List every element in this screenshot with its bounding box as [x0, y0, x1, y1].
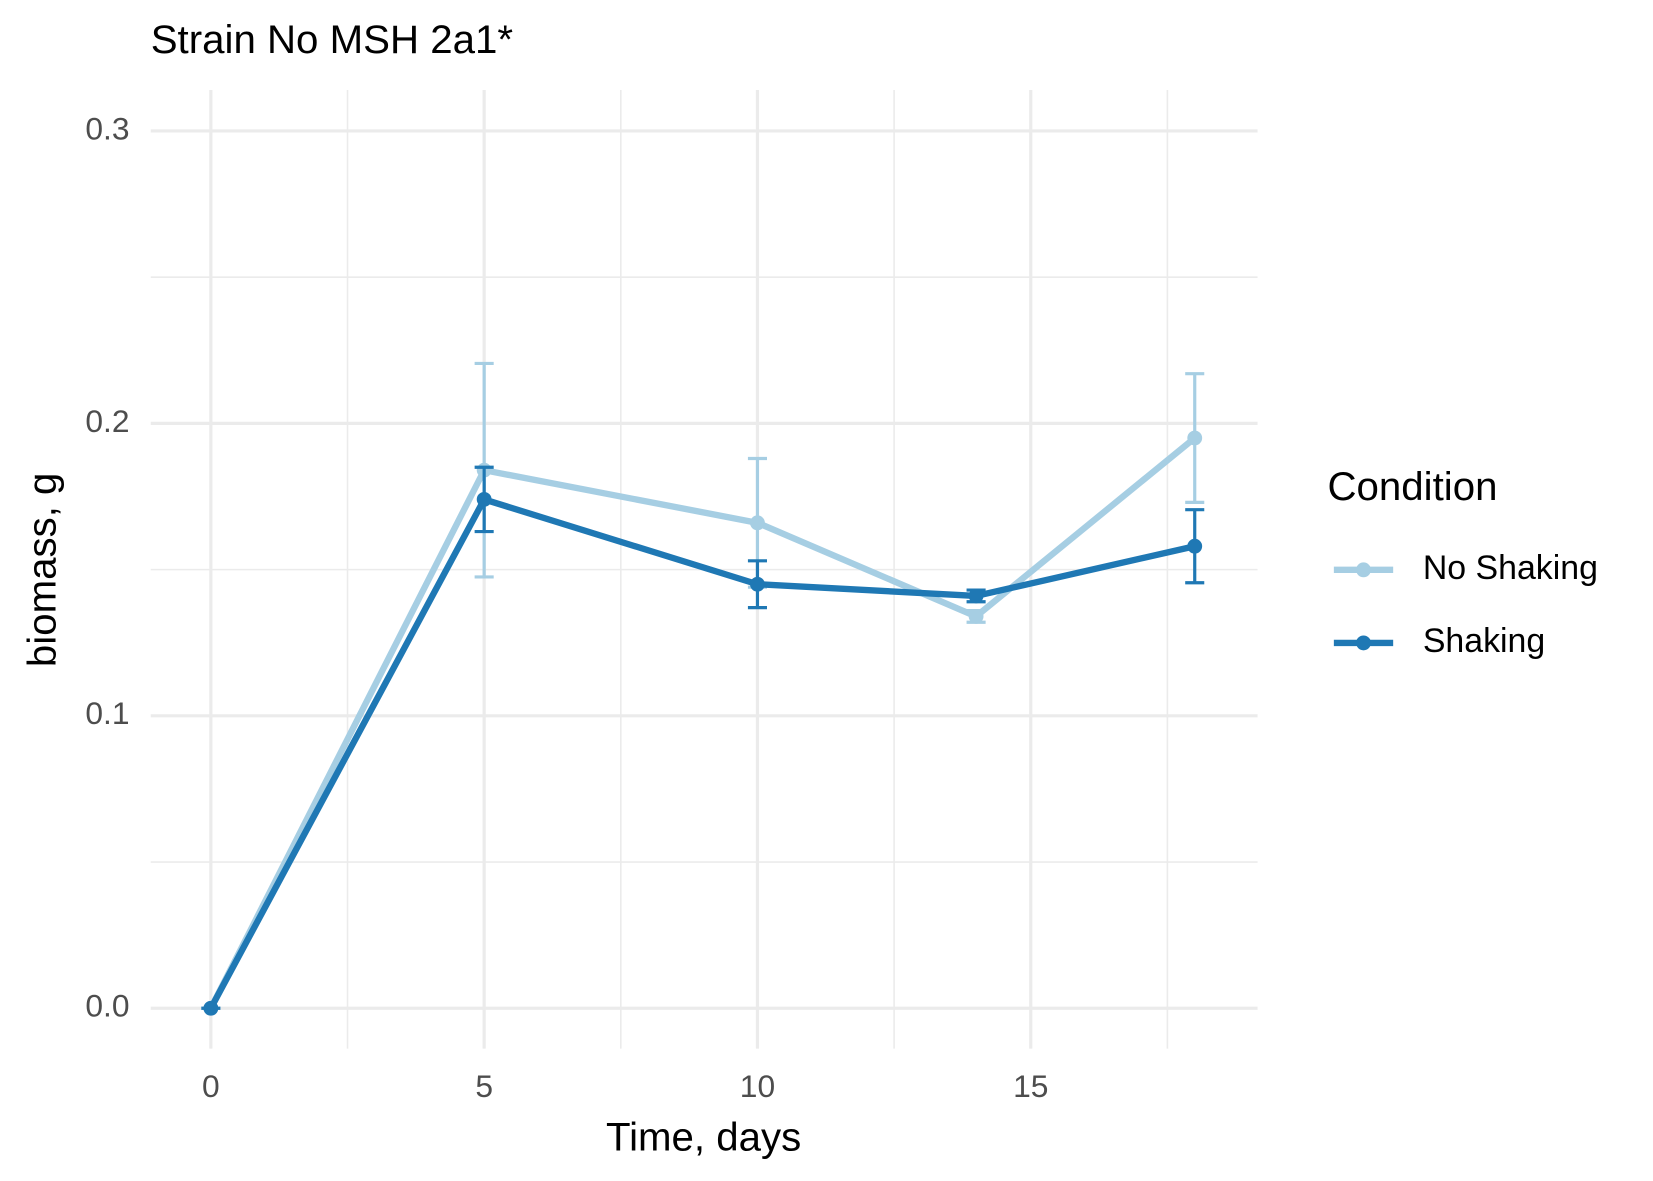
series-line	[208, 496, 1196, 1010]
point	[1187, 430, 1203, 446]
y-axis-label: biomass, g	[19, 473, 64, 668]
legend-key-point	[1356, 635, 1371, 651]
x-tick-label: 10	[740, 1068, 775, 1104]
point	[968, 608, 984, 624]
point	[1187, 538, 1203, 554]
point	[750, 515, 765, 531]
point	[476, 492, 492, 507]
point	[203, 1000, 219, 1016]
point	[750, 576, 765, 592]
chart-title: Strain No MSH 2a1*	[151, 17, 514, 62]
x-tick-label: 15	[1013, 1068, 1048, 1104]
x-tick-label: 5	[475, 1068, 493, 1104]
point	[968, 588, 984, 604]
y-tick-label: 0.1	[85, 695, 129, 731]
y-tick-label: 0.3	[85, 110, 129, 146]
y-tick-label: 0.0	[85, 988, 129, 1024]
legend-label: No Shaking	[1423, 549, 1598, 587]
series-line	[208, 435, 1197, 1010]
legend-title: Condition	[1327, 464, 1497, 509]
x-axis-label: Time, days	[606, 1114, 801, 1159]
legend-key-point	[1356, 562, 1371, 578]
legend-label: Shaking	[1423, 622, 1545, 660]
x-tick-label: 0	[202, 1068, 220, 1104]
y-tick-label: 0.2	[85, 403, 129, 439]
